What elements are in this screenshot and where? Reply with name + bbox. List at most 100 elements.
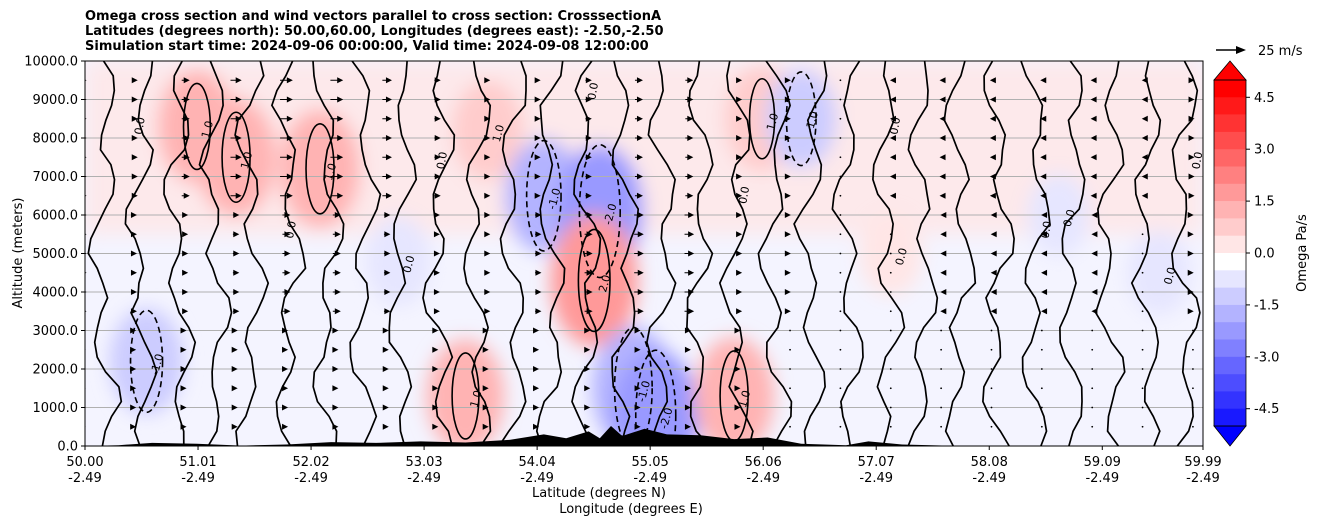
wind-head-3-13 — [231, 327, 238, 334]
wind-head-4-8 — [284, 231, 291, 238]
wind-head-4-12 — [284, 308, 291, 315]
colorbar-band-7 — [1214, 201, 1246, 219]
x-tick-label-lat-8: 58.08 — [971, 455, 1008, 470]
wind-head-1-6 — [131, 192, 138, 199]
wind-head-10-9 — [586, 250, 593, 257]
wind-head-21-1 — [1141, 96, 1148, 103]
wind-head-9-0 — [534, 77, 541, 84]
wind-head-3-17 — [231, 404, 238, 411]
wind-head-16-3 — [889, 135, 896, 141]
wind-head-10-5 — [585, 173, 592, 180]
wind-dot-17-18 — [940, 425, 943, 428]
wind-head-6-2 — [385, 115, 392, 122]
wind-head-10-11 — [586, 289, 593, 295]
wind-head-9-2 — [534, 115, 541, 122]
wind-head-17-0 — [939, 77, 946, 84]
wind-head-10-13 — [584, 327, 591, 334]
wind-head-2-2 — [183, 115, 190, 122]
wind-head-1-17 — [130, 404, 137, 411]
wind-dot-20-17 — [1091, 406, 1094, 409]
wind-dot-21-12 — [1141, 310, 1144, 313]
wind-dot-21-16 — [1141, 387, 1144, 390]
wind-head-14-12 — [784, 308, 791, 315]
x-tick-label-lat-2: 52.02 — [292, 455, 329, 470]
wind-head-4-14 — [282, 346, 289, 353]
wind-dot-21-7 — [1141, 214, 1144, 216]
omega-feature-0 — [109, 308, 184, 415]
wind-head-18-5 — [989, 173, 996, 180]
contour-line-0 — [87, 61, 123, 446]
wind-head-10-2 — [585, 115, 592, 122]
x-tick-label-lon-2: -2.49 — [294, 471, 328, 486]
wind-dot-21-9 — [1141, 252, 1144, 255]
wind-head-6-5 — [385, 173, 392, 180]
wind-head-8-11 — [484, 289, 491, 295]
wind-dot-22-16 — [1192, 387, 1194, 390]
wind-head-2-15 — [180, 366, 187, 372]
wind-head-8-8 — [484, 231, 491, 238]
wind-head-10-12 — [586, 308, 593, 315]
wind-head-5-8 — [334, 231, 341, 238]
chart-title-line-2: Latitudes (degrees north): 50.00,60.00, … — [85, 24, 664, 39]
wind-head-10-15 — [584, 366, 591, 372]
colorbar-band-16 — [1214, 356, 1246, 375]
contour-line-20 — [831, 61, 864, 446]
colorbar-band-0 — [1214, 80, 1246, 98]
wind-head-8-15 — [482, 366, 489, 372]
x-tick-label-lat-3: 53.03 — [405, 455, 442, 470]
wind-head-7-8 — [433, 231, 440, 238]
wind-head-14-10 — [784, 269, 791, 276]
contour-line-16 — [686, 61, 714, 446]
wind-head-19-6 — [1040, 192, 1047, 199]
wind-head-6-7 — [384, 212, 391, 218]
wind-dot-19-17 — [1040, 406, 1043, 409]
wind-head-1-7 — [130, 212, 137, 218]
wind-dot-20-14 — [1091, 348, 1094, 351]
wind-head-22-1 — [1188, 96, 1195, 103]
wind-head-8-9 — [484, 250, 491, 257]
wind-head-14-8 — [784, 231, 791, 238]
wind-head-20-8 — [1091, 231, 1098, 238]
y-tick-label-8: 8000.0 — [33, 132, 79, 147]
wind-head-14-1 — [784, 96, 791, 103]
positive-contour-2 — [305, 123, 335, 215]
x-tick-label-lat-1: 51.01 — [179, 455, 216, 470]
wind-dot-22-14 — [1192, 348, 1194, 351]
negative-contour-2 — [578, 143, 621, 279]
wind-dot-15-15 — [839, 368, 842, 370]
wind-dot-17-14 — [940, 348, 943, 351]
wind-head-18-12 — [990, 308, 997, 315]
wind-dot-15-9 — [839, 252, 842, 255]
wind-head-5-5 — [337, 173, 344, 180]
wind-head-19-9 — [1041, 250, 1048, 257]
wind-head-7-13 — [432, 327, 439, 334]
contour-line-25 — [1020, 61, 1051, 446]
wind-head-8-16 — [482, 385, 489, 392]
colorbar-tick-label-3: 0.0 — [1254, 247, 1275, 262]
wind-head-19-12 — [1041, 308, 1048, 315]
wind-dot-15-16 — [839, 387, 842, 390]
wind-head-9-12 — [535, 308, 542, 315]
wind-head-2-0 — [183, 77, 190, 84]
wind-head-8-18 — [482, 423, 489, 430]
contour-line-14 — [611, 61, 640, 446]
wind-head-17-7 — [940, 212, 947, 218]
wind-head-12-16 — [684, 385, 691, 392]
colorbar-band-2 — [1214, 114, 1246, 133]
wind-head-13-14 — [734, 346, 741, 353]
wind-head-22-6 — [1188, 192, 1195, 199]
wind-dot-20-13 — [1091, 329, 1094, 332]
contour-label-7: -2.0 — [601, 202, 619, 226]
wind-head-2-14 — [180, 346, 187, 353]
wind-head-6-12 — [384, 308, 391, 315]
wind-head-18-8 — [990, 231, 997, 238]
contour-line-19 — [793, 61, 828, 446]
wind-dot-20-18 — [1091, 425, 1094, 428]
wind-dot-16-17 — [889, 406, 892, 409]
wind-head-5-10 — [334, 269, 341, 276]
wind-head-11-4 — [636, 154, 643, 161]
wind-head-11-7 — [637, 212, 644, 218]
negative-contour-4 — [634, 349, 677, 446]
wind-head-7-9 — [433, 250, 440, 257]
wind-dot-16-13 — [889, 329, 892, 332]
